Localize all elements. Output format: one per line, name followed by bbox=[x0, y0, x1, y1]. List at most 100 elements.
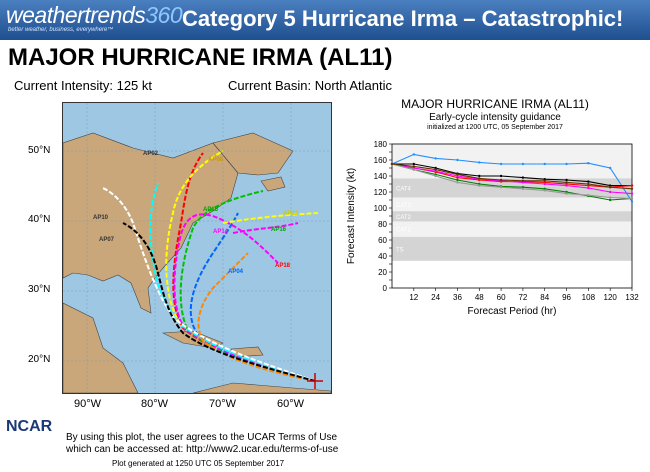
map-grid bbox=[63, 103, 331, 393]
chart-title: MAJOR HURRICANE IRMA (AL11) bbox=[401, 97, 589, 111]
x-tick-label: 12 bbox=[409, 293, 418, 302]
series-point bbox=[478, 184, 481, 187]
logo-wordmark: weathertrends360 bbox=[6, 2, 183, 28]
series-point bbox=[412, 162, 416, 166]
series-point bbox=[608, 198, 612, 202]
series-line bbox=[391, 163, 633, 190]
track-label: AP04 bbox=[228, 269, 244, 275]
series-point bbox=[630, 184, 634, 187]
series-point bbox=[587, 194, 590, 197]
series-point bbox=[456, 178, 459, 182]
series-point bbox=[608, 190, 612, 194]
track-label: AP15 bbox=[203, 207, 219, 213]
series-point bbox=[434, 168, 437, 171]
y-tick-label: 140 bbox=[374, 172, 388, 181]
chart-init-note: initialized at 1200 UTC, 05 September 20… bbox=[427, 124, 563, 131]
lat-label: 30°N bbox=[28, 284, 51, 295]
track-labels: AP02 AP08 AP14 AP16 AP04 AP18 AP13 AP15 … bbox=[93, 151, 299, 275]
current-intensity: Current Intensity: 125 kt bbox=[14, 78, 153, 93]
logo-tagline: better weather, business, everywhere™ bbox=[8, 27, 114, 33]
track-label: AP07 bbox=[99, 237, 115, 243]
terms-line: By using this plot, the user agrees to t… bbox=[66, 432, 338, 443]
series-line bbox=[391, 163, 633, 201]
track-label: AP18 bbox=[275, 263, 291, 269]
mexico-central-america-land bbox=[63, 302, 139, 393]
series-point bbox=[434, 174, 437, 178]
current-basin: Current Basin: North Atlantic bbox=[228, 78, 393, 93]
y-tick-label: 100 bbox=[374, 204, 388, 213]
series-point bbox=[499, 178, 503, 182]
nova-scotia-land bbox=[260, 176, 286, 192]
series-line bbox=[391, 163, 633, 199]
series-point bbox=[587, 162, 590, 165]
series-point bbox=[412, 168, 416, 171]
track-label: AP16 bbox=[271, 227, 287, 233]
series-line bbox=[391, 163, 633, 195]
series-point bbox=[456, 158, 459, 162]
series-point bbox=[608, 186, 612, 189]
terms-notice: By using this plot, the user agrees to t… bbox=[66, 432, 338, 456]
track-label: AP13 bbox=[283, 211, 299, 217]
x-tick-label: 132 bbox=[625, 293, 639, 302]
series-point bbox=[521, 187, 525, 190]
lat-label: 50°N bbox=[28, 145, 51, 156]
series-point bbox=[608, 166, 612, 170]
series-point bbox=[630, 187, 634, 190]
track-map: AP02 AP08 AP14 AP16 AP04 AP18 AP13 AP15 … bbox=[62, 102, 332, 394]
weathertrends-logo[interactable]: weathertrends360 better weather, busines… bbox=[6, 2, 183, 36]
series-point bbox=[565, 181, 568, 184]
y-tick-label: 20 bbox=[378, 268, 387, 277]
series-line bbox=[392, 163, 632, 187]
lon-label: 60°W bbox=[277, 398, 305, 410]
terms-url-line[interactable]: which can be accessed at: http://www2.uc… bbox=[66, 444, 339, 455]
track-label: AP02 bbox=[143, 151, 159, 157]
series-point bbox=[630, 200, 634, 203]
lat-label: 20°N bbox=[28, 354, 51, 365]
ncar-logo[interactable]: NCAR bbox=[6, 418, 53, 435]
intensity-band bbox=[392, 221, 632, 237]
series-point bbox=[499, 162, 503, 166]
series-point bbox=[521, 179, 525, 182]
y-axis-label: Forecast Intensity (kt) bbox=[346, 168, 357, 264]
series-point bbox=[630, 192, 634, 195]
band-label: CAT3 bbox=[396, 203, 412, 209]
forecast-tracks bbox=[102, 150, 319, 382]
series-point bbox=[587, 186, 590, 190]
intensity-band bbox=[392, 197, 632, 212]
series-point bbox=[587, 182, 590, 186]
series-point bbox=[434, 157, 437, 160]
series-point bbox=[565, 192, 568, 195]
intensity-band bbox=[392, 211, 632, 222]
series-point bbox=[608, 196, 612, 199]
x-tick-label: 96 bbox=[562, 293, 571, 302]
header-banner: weathertrends360 better weather, busines… bbox=[0, 0, 650, 40]
lon-label: 80°W bbox=[141, 398, 169, 410]
series-point bbox=[565, 178, 568, 182]
y-tick-label: 160 bbox=[374, 156, 388, 165]
lon-label: 90°W bbox=[74, 398, 102, 410]
series-point bbox=[478, 177, 481, 180]
x-tick-label: 60 bbox=[497, 293, 506, 302]
series-point bbox=[456, 181, 459, 184]
plot-generated-time: Plot generated at 1250 UTC 05 September … bbox=[112, 459, 285, 468]
series-point bbox=[456, 173, 459, 176]
x-tick-label: 36 bbox=[453, 293, 462, 302]
page-title: MAJOR HURRICANE IRMA (AL11) bbox=[8, 44, 393, 71]
storm-position-marker[interactable] bbox=[307, 373, 323, 389]
x-tick-label: 120 bbox=[604, 293, 618, 302]
lat-label: 40°N bbox=[28, 214, 51, 225]
series-point bbox=[630, 197, 634, 200]
x-tick-label: 48 bbox=[475, 293, 484, 302]
series-point bbox=[499, 174, 503, 178]
x-tick-label: 84 bbox=[540, 293, 549, 302]
lon-label: 70°W bbox=[209, 398, 237, 410]
y-tick-label: 120 bbox=[374, 188, 388, 197]
series-point bbox=[521, 162, 525, 166]
series-point bbox=[412, 165, 416, 168]
intensity-chart-svg: CAT4 CAT3 CAT2 CAT1 TS 0 20 40 60 80 100 120 140 160 1… bbox=[346, 140, 639, 317]
band-label: CAT4 bbox=[396, 187, 412, 193]
chart-subtitle: Early-cycle intensity guidance bbox=[429, 112, 561, 123]
series-point bbox=[565, 184, 568, 187]
intensity-band bbox=[392, 144, 632, 179]
x-tick-label: 24 bbox=[431, 293, 440, 302]
